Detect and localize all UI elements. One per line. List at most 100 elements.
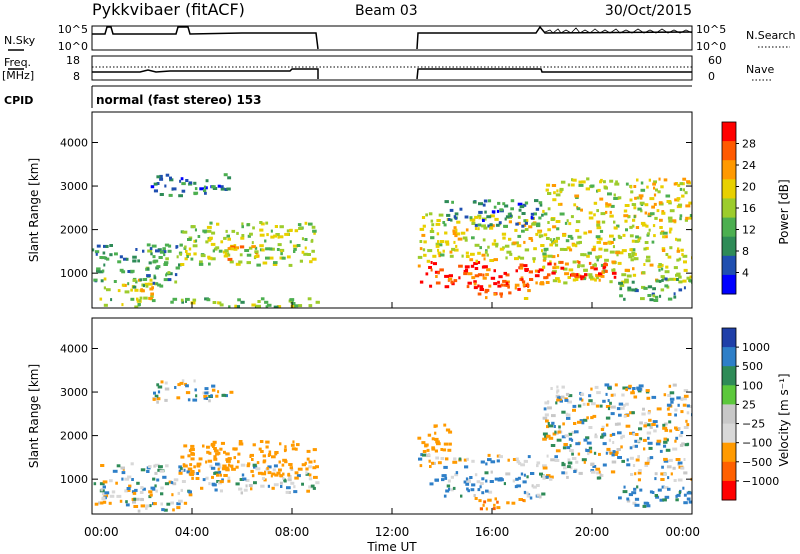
heatmap-cell <box>553 191 556 195</box>
heatmap-cell <box>518 208 522 212</box>
heatmap-cell <box>676 249 680 253</box>
heatmap-cell <box>623 297 626 301</box>
heatmap-cell <box>621 393 625 397</box>
heatmap-cell <box>683 501 688 505</box>
heatmap-cell <box>614 182 620 186</box>
heatmap-cell <box>106 288 111 292</box>
heatmap-cell <box>677 183 681 187</box>
heatmap-cell <box>198 457 203 461</box>
heatmap-cell <box>518 498 523 501</box>
heatmap-cell <box>559 212 565 216</box>
heatmap-cell <box>273 464 278 468</box>
heatmap-cell <box>229 390 234 394</box>
heatmap-cell <box>429 482 434 486</box>
heatmap-cell <box>659 498 664 502</box>
ytick-label: 1000 <box>60 473 88 486</box>
heatmap-cell <box>152 281 156 285</box>
heatmap-cell <box>238 442 244 446</box>
heatmap-cell <box>558 428 561 432</box>
heatmap-cell <box>315 481 320 485</box>
heatmap-cell <box>621 249 627 253</box>
heatmap-cell <box>499 208 504 212</box>
heatmap-cell <box>594 435 598 439</box>
heatmap-cell <box>241 234 245 237</box>
heatmap-cell <box>635 458 640 462</box>
heatmap-cell <box>127 270 131 273</box>
heatmap-cell <box>155 397 161 401</box>
heatmap-cell <box>432 262 437 266</box>
heatmap-cell <box>502 279 507 283</box>
velocity-heatmap <box>93 379 692 513</box>
heatmap-cell <box>574 278 579 281</box>
heatmap-cell <box>426 259 431 263</box>
heatmap-cell <box>109 494 115 498</box>
heatmap-cell <box>555 193 561 197</box>
heatmap-cell <box>279 442 282 446</box>
heatmap-cell <box>593 267 598 271</box>
colorbar-tick-label: −25 <box>742 418 765 431</box>
heatmap-cell <box>534 269 539 273</box>
heatmap-cell <box>271 455 276 459</box>
colorbar-tick-label: −1000 <box>742 475 779 488</box>
heatmap-cell <box>547 192 552 195</box>
heatmap-cell <box>180 455 185 459</box>
heatmap-cell <box>648 178 651 182</box>
heatmap-cell <box>647 457 651 461</box>
heatmap-cell <box>567 461 573 465</box>
heatmap-cell <box>680 410 684 414</box>
heatmap-cell <box>561 435 566 439</box>
heatmap-cell <box>469 258 474 262</box>
heatmap-cell <box>569 444 572 448</box>
heatmap-cell <box>656 424 659 428</box>
heatmap-cell <box>102 251 106 255</box>
heatmap-cell <box>485 489 489 493</box>
heatmap-cell <box>215 462 220 466</box>
heatmap-cell <box>419 240 423 243</box>
heatmap-cell <box>455 228 458 232</box>
heatmap-cell <box>479 485 482 489</box>
heatmap-cell <box>484 210 487 214</box>
heatmap-cell <box>542 209 545 213</box>
heatmap-cell <box>170 501 174 505</box>
heatmap-cell <box>625 402 629 406</box>
heatmap-cell <box>654 477 657 481</box>
heatmap-cell <box>672 219 677 223</box>
heatmap-cell <box>185 297 190 301</box>
heatmap-cell <box>663 437 668 441</box>
heatmap-cell <box>290 443 295 447</box>
heatmap-cell <box>635 235 639 239</box>
heatmap-cell <box>647 285 653 289</box>
heatmap-cell <box>208 451 212 455</box>
heatmap-cell <box>246 464 250 468</box>
heatmap-cell <box>673 266 678 270</box>
heatmap-cell <box>463 458 467 462</box>
heatmap-cell <box>622 233 626 237</box>
heatmap-cell <box>479 482 484 485</box>
heatmap-cell <box>576 241 581 245</box>
heatmap-cell <box>215 394 219 398</box>
heatmap-cell <box>487 498 492 502</box>
heatmap-cell <box>464 465 469 469</box>
heatmap-cell <box>266 233 269 237</box>
heatmap-cell <box>294 229 299 233</box>
heatmap-cell <box>155 249 160 253</box>
heatmap-cell <box>654 295 659 299</box>
heatmap-cell <box>248 246 253 250</box>
heatmap-cell <box>683 458 686 461</box>
heatmap-cell <box>574 430 579 434</box>
heatmap-cell <box>449 254 454 258</box>
heatmap-cell <box>455 216 458 220</box>
heatmap-cell <box>491 210 496 214</box>
heatmap-cell <box>289 240 292 244</box>
heatmap-cell <box>523 499 526 503</box>
heatmap-cell <box>647 294 652 297</box>
heatmap-cell <box>286 229 290 233</box>
heatmap-cell <box>624 280 629 284</box>
heatmap-cell <box>621 434 625 438</box>
heatmap-cell <box>244 249 250 252</box>
heatmap-cell <box>517 287 521 291</box>
heatmap-cell <box>578 240 582 244</box>
heatmap-cell <box>588 446 593 450</box>
heatmap-cell <box>178 263 182 267</box>
heatmap-cell <box>265 221 269 225</box>
